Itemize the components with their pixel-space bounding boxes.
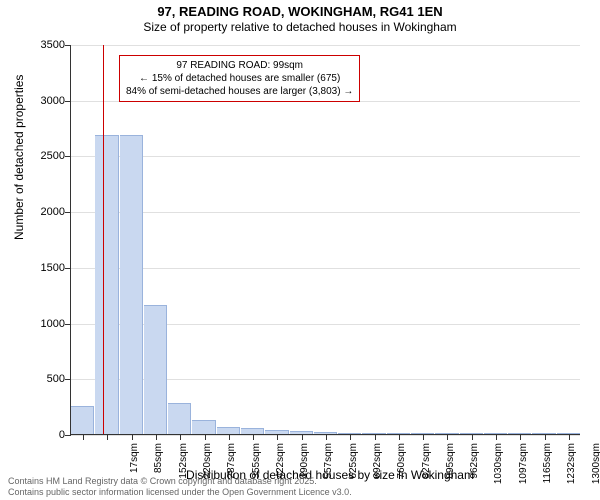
x-tick: [350, 434, 351, 440]
x-tick-label: 962sqm: [469, 443, 480, 493]
x-tick: [520, 434, 521, 440]
x-tick-label: 355sqm: [251, 443, 262, 493]
histogram-bar: [144, 305, 167, 434]
histogram-bar: [217, 427, 240, 434]
y-tick: [65, 212, 71, 213]
x-tick: [569, 434, 570, 440]
x-tick-label: 625sqm: [348, 443, 359, 493]
y-tick: [65, 101, 71, 102]
x-tick-label: 557sqm: [323, 443, 334, 493]
annotation-line: 97 READING ROAD: 99sqm: [126, 59, 353, 72]
histogram-bar: [192, 420, 215, 434]
x-tick: [302, 434, 303, 440]
y-tick-label: 3500: [41, 39, 65, 51]
x-tick-label: 827sqm: [421, 443, 432, 493]
x-tick: [447, 434, 448, 440]
x-tick-label: 760sqm: [396, 443, 407, 493]
x-tick: [277, 434, 278, 440]
y-tick: [65, 435, 71, 436]
x-tick-label: 692sqm: [372, 443, 383, 493]
y-tick-label: 1000: [41, 318, 65, 330]
histogram-bar: [71, 406, 94, 434]
chart-subtitle: Size of property relative to detached ho…: [0, 20, 600, 34]
chart-container: 97, READING ROAD, WOKINGHAM, RG41 1EN Si…: [0, 0, 600, 500]
x-tick: [496, 434, 497, 440]
y-tick-label: 500: [47, 373, 65, 385]
x-tick: [399, 434, 400, 440]
x-tick-label: 85sqm: [153, 443, 164, 493]
x-tick: [253, 434, 254, 440]
y-tick: [65, 379, 71, 380]
x-tick: [423, 434, 424, 440]
x-tick-label: 490sqm: [299, 443, 310, 493]
y-tick: [65, 324, 71, 325]
x-tick: [472, 434, 473, 440]
histogram-bar: [95, 135, 118, 434]
x-tick: [545, 434, 546, 440]
gridline: [71, 156, 580, 157]
y-tick-label: 2500: [41, 150, 65, 162]
x-tick: [375, 434, 376, 440]
annotation-box: 97 READING ROAD: 99sqm← 15% of detached …: [119, 55, 360, 102]
x-tick: [229, 434, 230, 440]
x-tick: [107, 434, 108, 440]
gridline: [71, 268, 580, 269]
x-tick-label: 895sqm: [445, 443, 456, 493]
gridline: [71, 45, 580, 46]
x-tick: [83, 434, 84, 440]
y-tick-label: 1500: [41, 262, 65, 274]
property-marker-line: [103, 45, 104, 434]
histogram-bar: [168, 403, 191, 434]
x-tick: [132, 434, 133, 440]
y-tick-label: 3000: [41, 95, 65, 107]
x-tick-label: 17sqm: [129, 443, 140, 493]
y-tick: [65, 156, 71, 157]
y-axis-label: Number of detached properties: [12, 75, 26, 240]
x-tick: [205, 434, 206, 440]
x-tick: [156, 434, 157, 440]
annotation-line: ← 15% of detached houses are smaller (67…: [126, 72, 353, 85]
x-tick-label: 1300sqm: [591, 443, 600, 493]
y-tick-label: 2000: [41, 206, 65, 218]
x-tick-label: 1097sqm: [518, 443, 529, 493]
x-tick-label: 422sqm: [275, 443, 286, 493]
y-tick: [65, 45, 71, 46]
x-tick-label: 1165sqm: [542, 443, 553, 493]
x-tick: [180, 434, 181, 440]
y-tick: [65, 268, 71, 269]
histogram-bar: [120, 135, 143, 434]
gridline: [71, 212, 580, 213]
y-tick-label: 0: [59, 429, 65, 441]
x-tick: [326, 434, 327, 440]
x-tick-label: 152sqm: [178, 443, 189, 493]
x-tick-label: 1030sqm: [493, 443, 504, 493]
annotation-line: 84% of semi-detached houses are larger (…: [126, 85, 353, 98]
x-tick-label: 287sqm: [226, 443, 237, 493]
x-tick-label: 220sqm: [202, 443, 213, 493]
plot-area: 97 READING ROAD: 99sqm← 15% of detached …: [70, 45, 580, 435]
chart-title: 97, READING ROAD, WOKINGHAM, RG41 1EN: [0, 4, 600, 19]
x-tick-label: 1232sqm: [566, 443, 577, 493]
